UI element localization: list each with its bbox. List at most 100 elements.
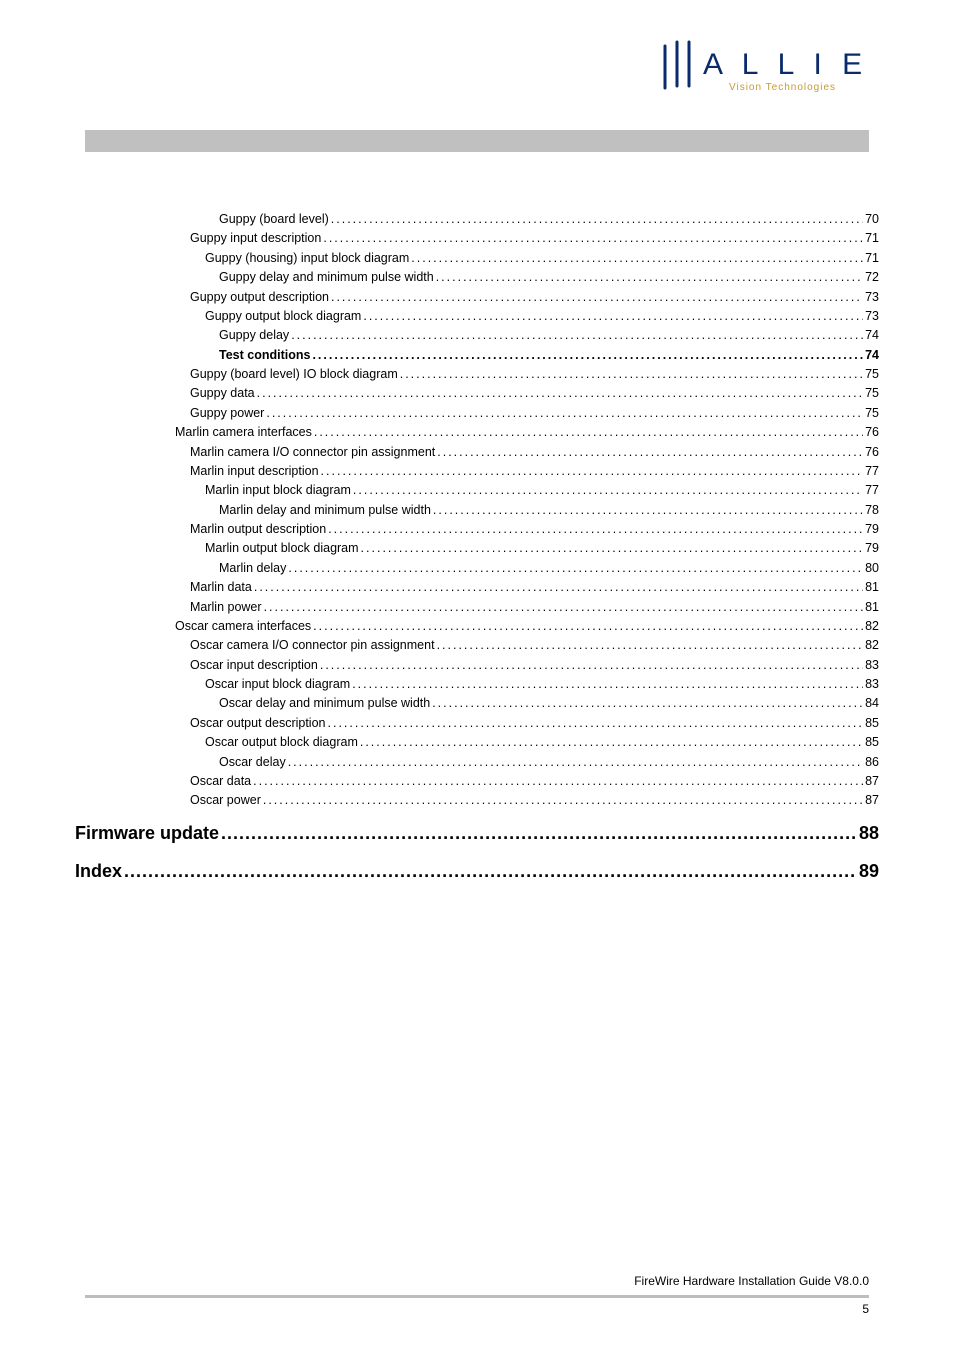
toc-entry-label: Oscar data: [190, 772, 251, 791]
toc-entry-label: Guppy delay and minimum pulse width: [219, 268, 434, 287]
toc-leader-dots: [288, 753, 863, 772]
toc-entry[interactable]: Guppy power 75: [75, 404, 879, 423]
toc-entry[interactable]: Marlin camera I/O connector pin assignme…: [75, 443, 879, 462]
toc-heading-page: 88: [859, 817, 879, 849]
toc-entry[interactable]: Oscar data 87: [75, 772, 879, 791]
toc-entry-page: 79: [865, 539, 879, 558]
toc-leader-dots: [331, 288, 863, 307]
toc-entry[interactable]: Oscar camera interfaces 82: [75, 617, 879, 636]
toc-entry-page: 82: [865, 636, 879, 655]
toc-entry-label: Test conditions: [219, 346, 310, 365]
toc-entry[interactable]: Oscar output description 85: [75, 714, 879, 733]
toc-entry[interactable]: Marlin delay 80: [75, 559, 879, 578]
toc-heading-label: Firmware update: [75, 817, 219, 849]
toc-entry-label: Guppy delay: [219, 326, 289, 345]
footer: FireWire Hardware Installation Guide V8.…: [85, 1295, 869, 1302]
toc-entry-label: Oscar power: [190, 791, 261, 810]
toc-entry[interactable]: Marlin input description 77: [75, 462, 879, 481]
toc-leader-dots: [352, 675, 863, 694]
toc-entry[interactable]: Oscar output block diagram 85: [75, 733, 879, 752]
toc-entry-label: Oscar camera interfaces: [175, 617, 311, 636]
toc-heading[interactable]: Firmware update 88: [75, 817, 879, 849]
toc-entry-page: 86: [865, 753, 879, 772]
toc-entry[interactable]: Oscar delay 86: [75, 753, 879, 772]
toc-leader-dots: [432, 694, 863, 713]
toc-entry-page: 85: [865, 714, 879, 733]
toc-entry-label: Marlin data: [190, 578, 252, 597]
toc-entry-page: 79: [865, 520, 879, 539]
toc-entry-page: 72: [865, 268, 879, 287]
toc-leader-dots: [321, 462, 864, 481]
toc-entry-page: 87: [865, 791, 879, 810]
toc-entry-page: 75: [865, 404, 879, 423]
toc-entry-label: Marlin delay: [219, 559, 286, 578]
toc-entry-label: Guppy (housing) input block diagram: [205, 249, 409, 268]
toc-entry-label: Oscar input description: [190, 656, 318, 675]
toc-entry[interactable]: Guppy delay and minimum pulse width 72: [75, 268, 879, 287]
toc-heading-label: Index: [75, 855, 122, 887]
toc-entry-page: 84: [865, 694, 879, 713]
toc-leader-dots: [253, 772, 863, 791]
toc-entry-label: Marlin input block diagram: [205, 481, 351, 500]
toc-entry-label: Marlin camera I/O connector pin assignme…: [190, 443, 435, 462]
toc-leader-dots: [264, 598, 864, 617]
toc-entry[interactable]: Marlin camera interfaces 76: [75, 423, 879, 442]
toc-heading[interactable]: Index89: [75, 855, 879, 887]
toc-entry[interactable]: Marlin output block diagram 79: [75, 539, 879, 558]
toc-leader-dots: [257, 384, 863, 403]
toc-entry-label: Guppy data: [190, 384, 255, 403]
toc-entry[interactable]: Marlin power 81: [75, 598, 879, 617]
toc-entry-page: 81: [865, 578, 879, 597]
toc-entry-label: Guppy output block diagram: [205, 307, 361, 326]
toc-entry[interactable]: Oscar delay and minimum pulse width 84: [75, 694, 879, 713]
toc-entry-label: Oscar camera I/O connector pin assignmen…: [190, 636, 435, 655]
toc-leader-dots: [323, 229, 863, 248]
toc-entry[interactable]: Guppy delay 74: [75, 326, 879, 345]
toc-entry-page: 75: [865, 365, 879, 384]
toc-leader-dots: [254, 578, 863, 597]
toc-entry[interactable]: Oscar camera I/O connector pin assignmen…: [75, 636, 879, 655]
toc-entry[interactable]: Marlin delay and minimum pulse width 78: [75, 501, 879, 520]
toc-entry[interactable]: Oscar input description 83: [75, 656, 879, 675]
toc-leader-dots: [437, 636, 864, 655]
toc-entry-page: 87: [865, 772, 879, 791]
toc-entry-label: Marlin power: [190, 598, 262, 617]
toc-entry[interactable]: Guppy (housing) input block diagram 71: [75, 249, 879, 268]
toc-entry-page: 71: [865, 229, 879, 248]
toc-entry-page: 81: [865, 598, 879, 617]
toc-entry[interactable]: Oscar power 87: [75, 791, 879, 810]
toc-leader-dots: [124, 855, 857, 887]
footer-title: FireWire Hardware Installation Guide V8.…: [634, 1274, 869, 1288]
toc-entry[interactable]: Guppy data 75: [75, 384, 879, 403]
toc-entry-page: 76: [865, 443, 879, 462]
toc-entry-page: 75: [865, 384, 879, 403]
toc-entry[interactable]: Guppy output description 73: [75, 288, 879, 307]
toc-leader-dots: [331, 210, 863, 229]
toc-entry[interactable]: Guppy input description 71: [75, 229, 879, 248]
toc-leader-dots: [263, 791, 863, 810]
toc-entry[interactable]: Guppy (board level) 70: [75, 210, 879, 229]
toc-leader-dots: [361, 539, 864, 558]
toc-entry[interactable]: Test conditions 74: [75, 346, 879, 365]
toc-entry-label: Marlin camera interfaces: [175, 423, 312, 442]
toc-entry[interactable]: Guppy output block diagram 73: [75, 307, 879, 326]
toc-entry[interactable]: Marlin data 81: [75, 578, 879, 597]
toc-entry[interactable]: Marlin output description 79: [75, 520, 879, 539]
logo-text-top: A L L I E D: [703, 48, 869, 81]
toc-entry[interactable]: Guppy (board level) IO block diagram 75: [75, 365, 879, 384]
toc-leader-dots: [313, 617, 863, 636]
toc-entry-label: Marlin delay and minimum pulse width: [219, 501, 431, 520]
toc-entry-page: 73: [865, 288, 879, 307]
toc-entry-page: 70: [865, 210, 879, 229]
toc-entry-label: Guppy output description: [190, 288, 329, 307]
toc-entry[interactable]: Marlin input block diagram 77: [75, 481, 879, 500]
toc-entry-label: Oscar delay: [219, 753, 286, 772]
toc-entry-label: Oscar delay and minimum pulse width: [219, 694, 430, 713]
toc-leader-dots: [437, 443, 863, 462]
toc-leader-dots: [328, 714, 864, 733]
toc-leader-dots: [320, 656, 863, 675]
toc-entry[interactable]: Oscar input block diagram 83: [75, 675, 879, 694]
toc-entry-page: 77: [865, 481, 879, 500]
toc-leader-dots: [221, 817, 857, 849]
toc-entry-label: Marlin input description: [190, 462, 319, 481]
